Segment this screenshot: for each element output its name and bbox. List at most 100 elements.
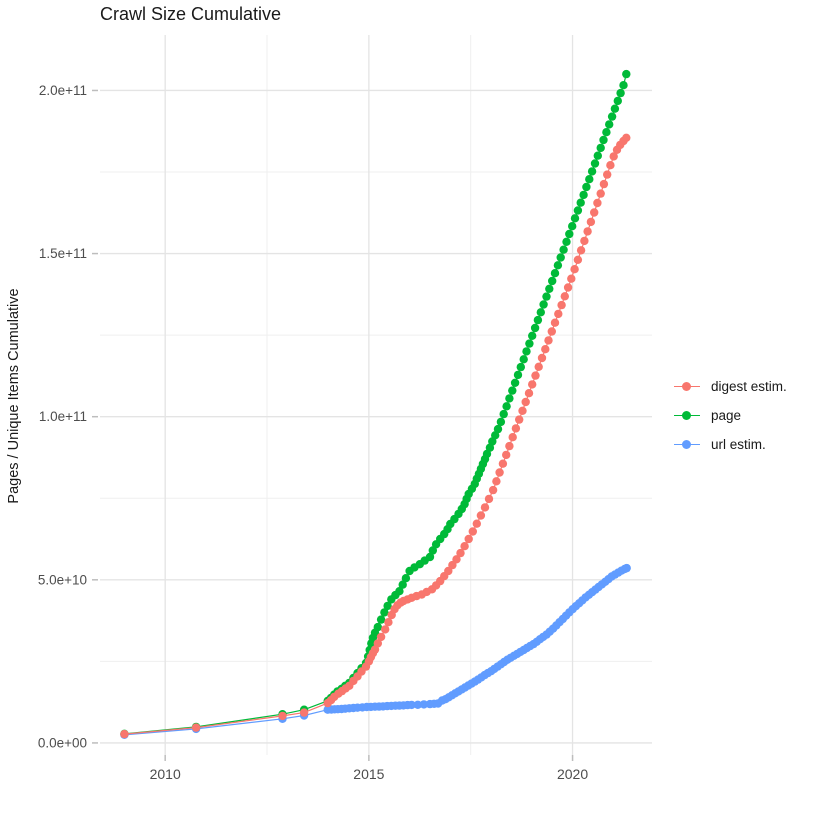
y-tick-label: 1.0e+11 (39, 409, 87, 424)
data-point (537, 353, 547, 363)
data-point (590, 208, 599, 217)
data-point (553, 261, 563, 270)
data-point (596, 189, 605, 198)
data-point (525, 339, 534, 348)
legend-item-page: page (672, 406, 787, 425)
legend-key-icon (672, 377, 702, 396)
data-point (480, 503, 490, 512)
data-point (516, 362, 525, 372)
data-point (419, 700, 429, 709)
data-point (593, 198, 602, 208)
data-point (585, 175, 594, 184)
series-url-estim (120, 563, 631, 739)
legend-label: url estim. (711, 437, 766, 452)
data-point (376, 632, 386, 642)
data-point (619, 81, 628, 90)
data-point (522, 347, 531, 356)
data-point (380, 608, 389, 617)
data-point (570, 265, 579, 274)
data-point (383, 601, 392, 611)
data-point (606, 161, 615, 170)
data-point (550, 269, 560, 278)
data-point (622, 69, 631, 79)
data-point (613, 96, 622, 106)
data-point (547, 327, 556, 336)
axes: 2010 2015 2020 0.0e+00 5.0e+10 1.0e+11 1.5e+11… (38, 83, 589, 782)
data-point (278, 711, 287, 721)
data-point (498, 459, 508, 468)
data-point (120, 729, 129, 739)
data-point (484, 494, 494, 504)
data-point (373, 622, 382, 632)
data-point (531, 371, 540, 380)
data-point (395, 587, 404, 596)
data-point (599, 179, 609, 189)
data-point (590, 159, 600, 168)
data-point (554, 309, 563, 319)
data-point (622, 133, 631, 142)
data-point (599, 135, 608, 145)
legend-key-icon (672, 435, 702, 454)
data-point (407, 700, 416, 710)
data-point (622, 563, 631, 573)
data-point (533, 315, 543, 325)
legend-item-digest-estim: digest estim. (672, 377, 787, 396)
data-point (448, 560, 457, 570)
data-point (505, 441, 514, 451)
data-point (534, 362, 543, 371)
data-point (528, 380, 537, 389)
data-point (398, 580, 407, 589)
data-point (580, 236, 589, 246)
x-tick-label: 2020 (557, 766, 588, 782)
x-tick-label: 2015 (353, 766, 384, 782)
data-point (191, 723, 201, 732)
data-point (539, 300, 548, 309)
data-point (565, 229, 574, 239)
data-point (582, 182, 591, 192)
data-point (530, 323, 540, 333)
data-point (573, 206, 583, 215)
data-point (456, 548, 465, 558)
data-point (299, 708, 309, 717)
data-point (515, 415, 524, 424)
data-point (602, 128, 611, 137)
data-point (541, 345, 550, 354)
data-point (596, 143, 605, 153)
data-point (476, 511, 486, 520)
data-point (510, 378, 520, 387)
data-point (559, 245, 568, 254)
legend-item-url-estim: url estim. (672, 435, 787, 454)
y-tick-label: 2.0e+11 (39, 83, 87, 98)
data-point (519, 355, 528, 364)
data-point (568, 222, 577, 231)
data-point (376, 615, 386, 624)
data-point (492, 477, 501, 486)
y-tick-label: 5.0e+10 (38, 572, 87, 587)
data-point (536, 308, 545, 317)
data-point (560, 292, 569, 301)
data-point (502, 402, 511, 411)
data-point (607, 112, 617, 121)
data-point (545, 284, 554, 293)
data-point (381, 625, 390, 634)
legend-label: digest estim. (711, 379, 787, 394)
legend-label: page (711, 408, 742, 423)
data-point (513, 370, 523, 380)
data-point (472, 519, 481, 528)
data-point (521, 397, 530, 407)
data-point (579, 190, 588, 200)
data-point (550, 318, 560, 327)
data-point (587, 167, 597, 176)
data-point (460, 542, 469, 551)
data-point (576, 246, 586, 255)
data-point (610, 104, 620, 113)
data-point (609, 152, 618, 161)
y-tick-label: 1.5e+11 (39, 246, 87, 261)
data-point (518, 406, 527, 415)
data-point (452, 555, 461, 564)
data-point (563, 283, 573, 292)
data-point (468, 527, 477, 536)
data-point (425, 552, 435, 562)
